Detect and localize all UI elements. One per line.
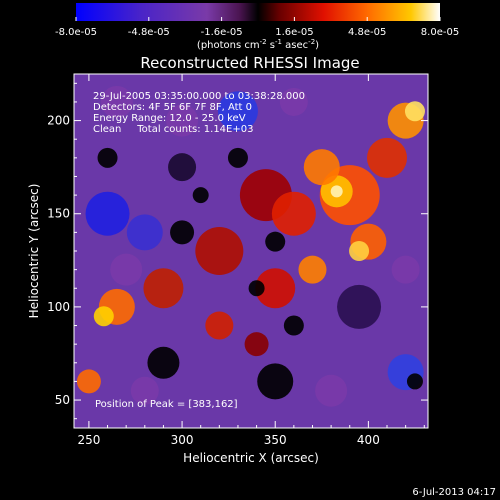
heatmap-blob xyxy=(93,306,114,327)
heatmap-blob xyxy=(166,104,199,137)
heatmap-blob xyxy=(337,284,382,329)
x-tick-label: 300 xyxy=(171,433,194,447)
y-tick-label: 200 xyxy=(47,114,70,128)
colorbar-tick-label: -8.0e-05 xyxy=(55,27,97,38)
annotation-detectors: Detectors: 4F 5F 6F 7F 8F, Att 0 xyxy=(93,102,252,113)
heatmap-blob xyxy=(217,91,258,132)
heatmap-blob xyxy=(248,280,265,297)
y-axis-label: Heliocentric Y (arcsec) xyxy=(27,184,41,319)
heatmap-blob xyxy=(257,363,294,400)
colorbar-tick-label: -4.8e-05 xyxy=(128,27,170,38)
heatmap-blob xyxy=(100,85,133,118)
footer-timestamp: 6-Jul-2013 04:17 xyxy=(412,487,496,498)
heatmap-blob xyxy=(205,311,234,340)
x-axis-label: Heliocentric X (arcsec) xyxy=(183,451,319,465)
heatmap-blob xyxy=(279,87,308,116)
annotation-time: 29-Jul-2005 03:35:00.000 to 03:38:28.000 xyxy=(93,91,305,102)
heatmap-blob xyxy=(367,137,408,178)
x-tick-label: 250 xyxy=(77,433,100,447)
heatmap-blob xyxy=(391,255,420,284)
info-annotations: 29-Jul-2005 03:35:00.000 to 03:38:28.000… xyxy=(93,91,305,135)
y-tick-label: 100 xyxy=(47,300,70,314)
annotation-clean: Clean Total counts: 1.14E+03 xyxy=(93,124,253,135)
heatmap-blob xyxy=(192,187,209,204)
axes: 250 300 350 400 50 100 150 200 xyxy=(47,74,428,447)
heatmap-blob xyxy=(126,214,163,251)
heatmap-blob xyxy=(195,227,244,275)
heatmap-blob xyxy=(271,191,316,236)
heatmap-blob xyxy=(227,147,248,168)
chart-title: Reconstructed RHESSI Image xyxy=(140,54,359,72)
peak-position-label: Position of Peak = [383,162] xyxy=(95,399,238,410)
heatmap-blob xyxy=(404,101,425,122)
colorbar xyxy=(76,3,440,21)
heatmap-blob xyxy=(349,241,370,261)
x-tick-label: 400 xyxy=(357,433,380,447)
y-tick-label: 50 xyxy=(55,393,70,407)
heatmap-blob xyxy=(265,231,286,252)
colorbar-tick-label: -1.6e-05 xyxy=(201,27,243,38)
colorbar-unit-label: (photons cm-2 s-1 asec-2) xyxy=(197,38,319,51)
heatmap-blob xyxy=(283,315,304,336)
heatmap-blob xyxy=(303,149,340,186)
x-tick-label: 350 xyxy=(264,433,287,447)
heatmap-blob xyxy=(97,147,118,168)
heatmap-blob xyxy=(147,346,180,379)
heatmap-image xyxy=(74,74,428,428)
heatmap-blob xyxy=(244,332,269,357)
y-tick-label: 150 xyxy=(47,207,70,221)
heatmap-blob xyxy=(85,191,130,236)
colorbar-ticks: -8.0e-05 -4.8e-05 -1.6e-05 1.6e-05 4.8e-05 8.… xyxy=(55,17,459,38)
heatmap-blob xyxy=(406,373,423,390)
heatmap-blob xyxy=(170,220,195,245)
annotation-energy: Energy Range: 12.0 - 25.0 keV xyxy=(93,113,246,124)
heatmap-blob xyxy=(315,374,348,407)
peak-marker xyxy=(330,185,343,198)
heatmap-blob xyxy=(76,369,101,394)
heatmap-blob xyxy=(110,253,143,286)
heatmap-blob xyxy=(168,153,197,182)
colorbar-tick-label: 1.6e-05 xyxy=(275,27,313,38)
colorbar-tick-label: 8.0e-05 xyxy=(421,27,459,38)
colorbar-tick-label: 4.8e-05 xyxy=(348,27,386,38)
heatmap-blob xyxy=(298,255,327,284)
heatmap-blob xyxy=(143,268,184,309)
heatmap-blob xyxy=(255,268,296,309)
heatmap-blob xyxy=(130,376,159,405)
